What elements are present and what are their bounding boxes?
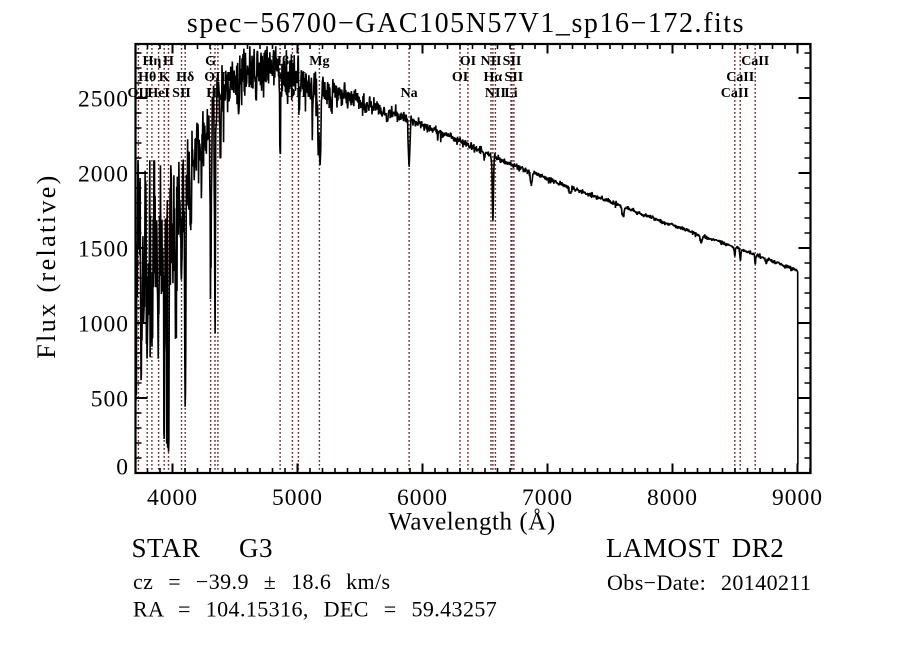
svg-text:2000: 2000 — [78, 162, 129, 188]
svg-text:H: H — [163, 54, 174, 69]
svg-text:OI: OI — [452, 70, 468, 85]
svg-text:RA = 104.15316, DEC = 59.4325: RA = 104.15316, DEC = 59.43257 — [133, 597, 497, 622]
svg-text:8000: 8000 — [647, 485, 698, 511]
svg-text:Hδ: Hδ — [176, 70, 194, 85]
svg-text:7000: 7000 — [522, 485, 573, 511]
svg-text:OIII: OIII — [285, 86, 312, 101]
svg-text:Mg: Mg — [309, 54, 329, 69]
svg-text:CaII: CaII — [721, 86, 749, 101]
svg-text:SII: SII — [172, 86, 191, 101]
svg-text:OI: OI — [460, 54, 476, 69]
svg-text:Hη: Hη — [142, 54, 161, 69]
svg-text:6000: 6000 — [397, 485, 448, 511]
svg-text:spec−56700−GAC105N57V1_sp16−17: spec−56700−GAC105N57V1_sp16−172.fits — [187, 8, 745, 39]
svg-text:NII: NII — [480, 54, 501, 69]
svg-text:Hθ: Hθ — [138, 70, 156, 85]
svg-text:Hγ: Hγ — [206, 86, 224, 101]
svg-text:Hα: Hα — [484, 70, 503, 85]
svg-text:0: 0 — [116, 455, 129, 481]
svg-text:4000: 4000 — [147, 485, 198, 511]
svg-text:2500: 2500 — [78, 87, 129, 113]
svg-text:cz = −39.9 ± 18.6 km/s: cz = −39.9 ± 18.6 km/s — [133, 569, 391, 594]
svg-text:K: K — [159, 70, 170, 85]
svg-text:OIII: OIII — [279, 70, 306, 85]
svg-text:9000: 9000 — [772, 485, 823, 511]
svg-text:CaII: CaII — [741, 54, 769, 69]
svg-text:Na: Na — [401, 86, 418, 101]
svg-text:CaII: CaII — [726, 70, 754, 85]
svg-text:1500: 1500 — [78, 237, 129, 263]
svg-text:1000: 1000 — [78, 312, 129, 338]
svg-text:LAMOST DR2: LAMOST DR2 — [606, 533, 784, 563]
svg-text:Flux (relative): Flux (relative) — [32, 173, 61, 358]
svg-text:G: G — [205, 54, 216, 69]
svg-text:Wavelength (Å): Wavelength (Å) — [388, 509, 555, 536]
svg-text:OII: OII — [128, 86, 150, 101]
svg-text:SII: SII — [505, 70, 524, 85]
svg-text:500: 500 — [91, 387, 129, 413]
svg-text:Hβ: Hβ — [271, 54, 289, 69]
svg-text:OIII: OIII — [204, 70, 231, 85]
svg-text:Obs−Date: 20140211: Obs−Date: 20140211 — [607, 570, 811, 595]
svg-text:G3: G3 — [239, 533, 273, 563]
svg-text:Li: Li — [504, 86, 517, 101]
svg-text:NII: NII — [485, 86, 506, 101]
svg-text:HeI: HeI — [147, 86, 170, 101]
svg-text:STAR: STAR — [132, 533, 201, 563]
svg-text:5000: 5000 — [272, 485, 323, 511]
svg-text:SII: SII — [503, 54, 522, 69]
